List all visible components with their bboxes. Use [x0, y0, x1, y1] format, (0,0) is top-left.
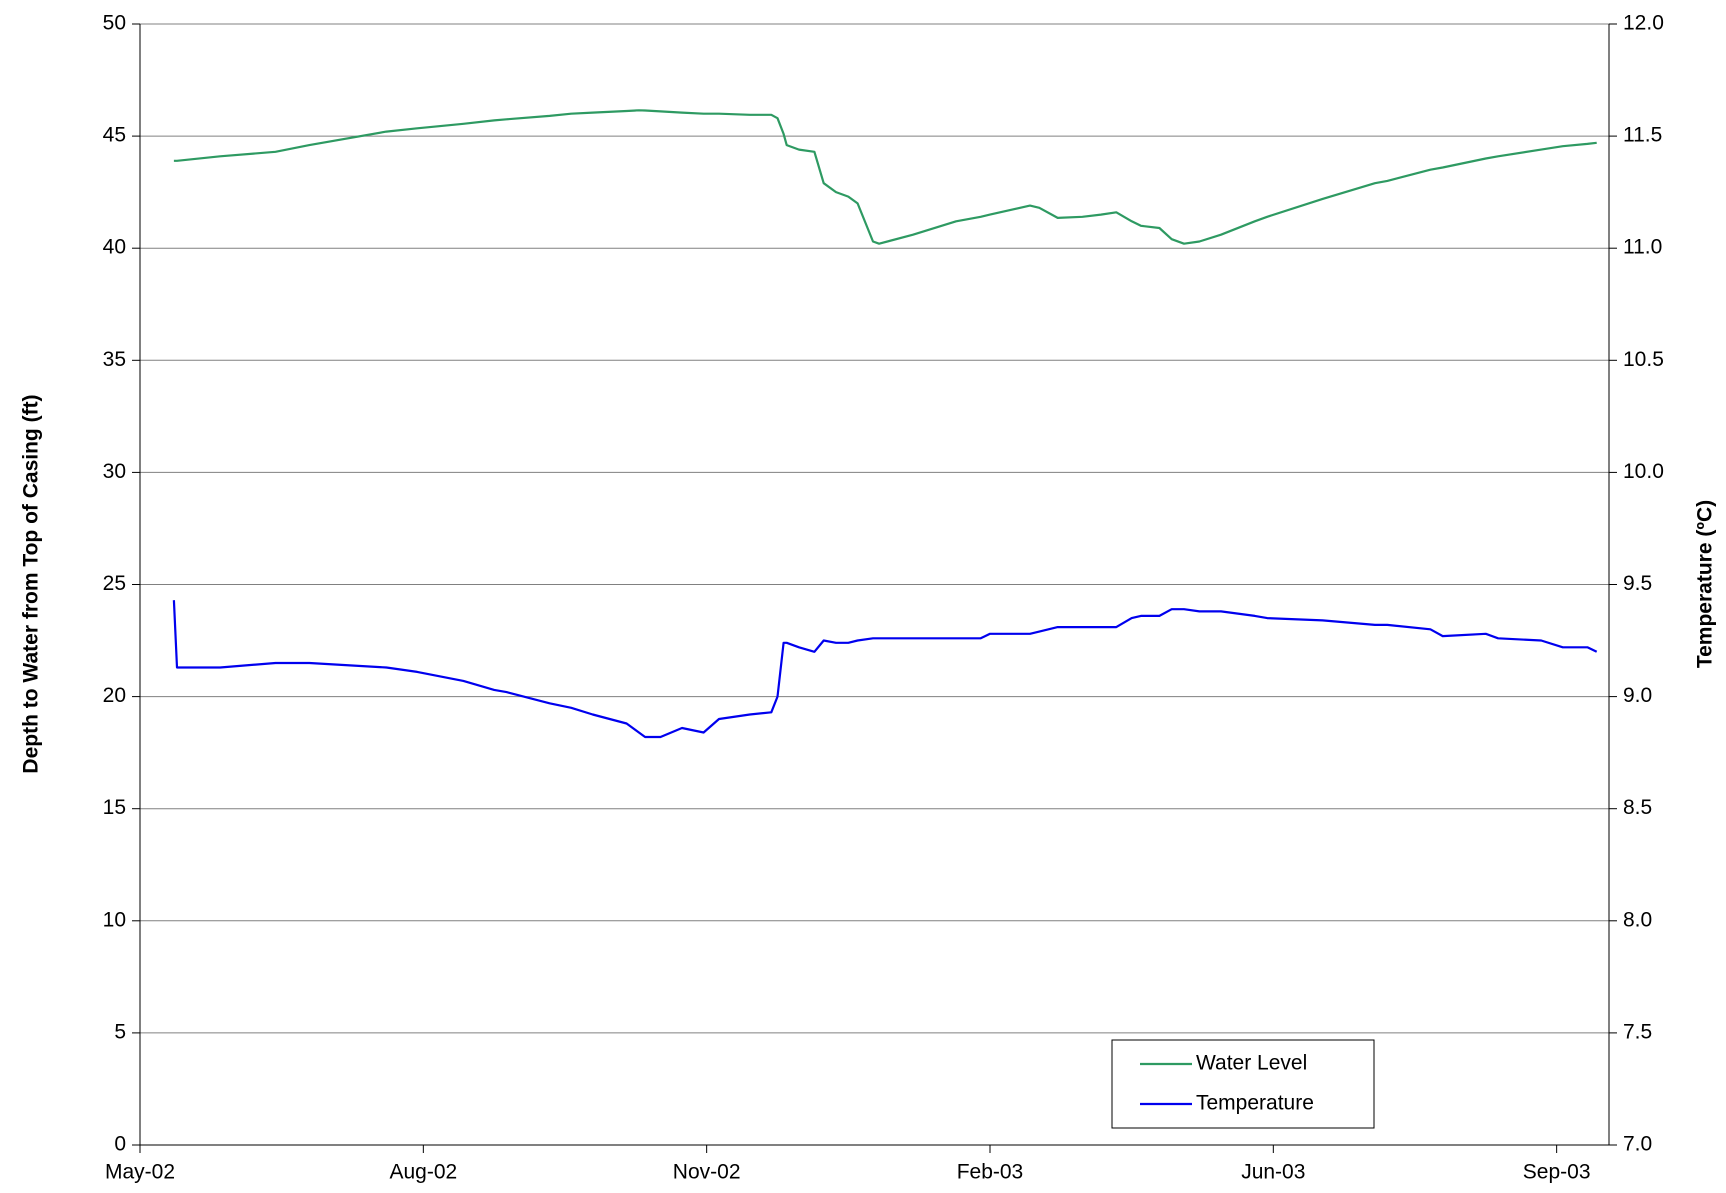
x-tick-label: Jun-03	[1241, 1161, 1305, 1184]
legend-box	[1111, 1039, 1375, 1129]
series-line	[172, 600, 1598, 739]
x-tick-label: Feb-03	[957, 1161, 1024, 1184]
y2-tick-label: 10.5	[1623, 348, 1664, 371]
y2-tick-label: 11.5	[1623, 124, 1662, 147]
y2-tick-label: 8.0	[1623, 908, 1652, 931]
legend-label: Temperature	[1196, 1092, 1314, 1115]
y-tick-label: 35	[103, 348, 126, 371]
y2-axis-title: Temperature (ºC)	[1694, 500, 1717, 668]
y-tick-label: 30	[103, 460, 126, 483]
y2-tick-label: 8.5	[1623, 796, 1652, 819]
y-tick-label: 40	[103, 236, 126, 259]
x-tick-label: May-02	[105, 1161, 175, 1184]
y-tick-label: 15	[103, 796, 126, 819]
y-tick-label: 0	[114, 1133, 126, 1156]
y-tick-label: 45	[103, 124, 126, 147]
legend-label: Water Level	[1196, 1052, 1307, 1075]
y-tick-label: 10	[103, 908, 126, 931]
y-tick-label: 50	[103, 12, 126, 35]
y-tick-label: 25	[103, 572, 126, 595]
y-tick-label: 5	[114, 1020, 126, 1043]
x-tick-label: Sep-03	[1523, 1161, 1591, 1184]
x-tick-label: Nov-02	[673, 1161, 741, 1184]
y2-tick-label: 11.0	[1623, 236, 1662, 259]
y2-tick-label: 9.5	[1623, 572, 1652, 595]
y2-tick-label: 7.5	[1623, 1020, 1652, 1043]
x-tick-label: Aug-02	[389, 1161, 457, 1184]
series-line	[173, 109, 1597, 245]
y-tick-label: 20	[103, 684, 126, 707]
y2-tick-label: 10.0	[1623, 460, 1664, 483]
y2-tick-label: 12.0	[1623, 12, 1664, 35]
y-axis-title: Depth to Water from Top of Casing (ft)	[20, 394, 43, 773]
y2-tick-label: 9.0	[1623, 684, 1652, 707]
y2-tick-label: 7.0	[1623, 1133, 1652, 1156]
